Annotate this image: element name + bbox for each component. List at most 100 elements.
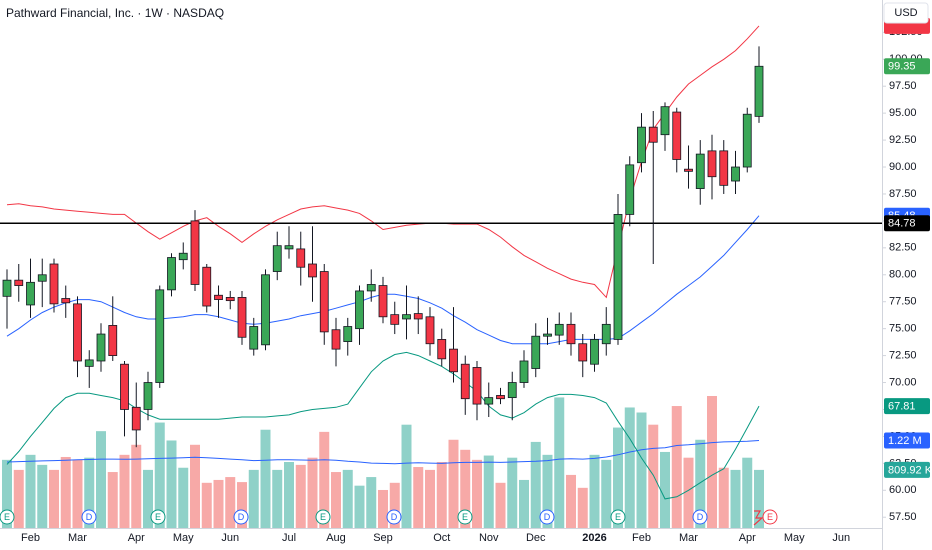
volume-bar (483, 455, 494, 528)
candle-body (425, 316, 435, 345)
currency[interactable]: USD (894, 7, 917, 19)
event-marker[interactable] (386, 509, 402, 525)
volume-bar (460, 449, 471, 528)
candle-body (190, 220, 200, 285)
volume-bar (378, 489, 388, 528)
event-marker[interactable] (610, 509, 626, 525)
event-marker[interactable] (457, 509, 473, 525)
x-tick-label: Nov (479, 532, 499, 544)
candle-body (695, 153, 705, 189)
volume-bar (436, 462, 447, 528)
volume-pane (2, 396, 764, 528)
candle-body (331, 329, 341, 350)
currency-button[interactable] (883, 2, 929, 24)
volume-bar (519, 479, 529, 528)
volume-bar (683, 457, 694, 528)
candle-body (366, 284, 376, 292)
volume-bar (260, 429, 271, 528)
y-tick-label: 90.00 (889, 161, 917, 173)
candle-body (507, 382, 517, 399)
candles (2, 46, 764, 448)
candle-body (73, 303, 82, 362)
volume-bar (272, 469, 283, 528)
price-badge (884, 461, 930, 478)
price-badge-label: 84.78 (888, 218, 916, 230)
event-marker[interactable] (762, 509, 778, 525)
candle-body (413, 313, 423, 320)
x-tick-label: Oct (433, 532, 450, 544)
volume-bar (730, 469, 741, 528)
candle-body (378, 285, 388, 318)
candle-body (355, 290, 364, 330)
volume-bar (718, 467, 729, 528)
split-icon[interactable] (753, 510, 764, 526)
candle-body (49, 263, 59, 305)
candle-body (719, 150, 729, 186)
chart-title: Pathward Financial, Inc. · 1W · NASDAQ (6, 6, 224, 20)
event-label[interactable]: E (615, 512, 621, 522)
candle-body (272, 245, 282, 272)
event-label[interactable]: D (238, 512, 245, 522)
event-label[interactable]: D (391, 512, 398, 522)
candle-body (96, 333, 106, 362)
y-tick-label: 72.50 (889, 349, 917, 361)
volume-bar (495, 482, 506, 528)
candle-body (625, 164, 635, 215)
candle-body (672, 111, 682, 160)
volume-bar (624, 407, 635, 528)
volume-bar (366, 477, 377, 528)
candle-body (390, 314, 400, 325)
y-tick-label: 70.00 (889, 376, 917, 388)
event-label[interactable]: E (4, 512, 10, 522)
event-marker[interactable] (233, 509, 249, 525)
y-tick-label: 95.00 (889, 107, 917, 119)
volume-bar (107, 472, 118, 528)
candle-body (554, 323, 564, 336)
price-badge (884, 432, 930, 449)
candle-body (531, 335, 541, 369)
volume-bar (472, 459, 482, 528)
event-label[interactable]: E (320, 512, 326, 522)
candle-body (684, 168, 693, 172)
event-marker[interactable] (315, 509, 331, 525)
volume-bar (707, 396, 717, 528)
volume-bar (601, 459, 612, 528)
candle-body (131, 406, 141, 431)
event-label[interactable]: D (697, 512, 704, 522)
volume-bar (284, 462, 294, 528)
volume-bar (507, 457, 518, 528)
candle-body (296, 248, 306, 268)
x-tick-label: Dec (526, 532, 546, 544)
event-marker[interactable] (150, 509, 166, 525)
event-marker[interactable] (539, 509, 555, 525)
volume-bar (190, 444, 200, 528)
volume-bar (542, 454, 553, 528)
candle-body (731, 166, 740, 182)
candle-body (613, 214, 623, 340)
event-label[interactable]: E (767, 512, 773, 522)
volume-bar (354, 485, 365, 528)
volume-bar (154, 422, 165, 528)
x-tick-label: Jul (282, 532, 296, 544)
event-label[interactable]: E (155, 512, 161, 522)
candle-body (167, 257, 176, 291)
candle-body (202, 266, 212, 307)
event-label[interactable]: D (544, 512, 551, 522)
event-marker[interactable] (0, 509, 15, 525)
candle-body (601, 323, 611, 345)
x-tick-label: May (173, 532, 194, 544)
event-label[interactable]: E (462, 512, 468, 522)
event-marker[interactable] (81, 509, 97, 525)
event-marker[interactable] (692, 509, 708, 525)
candle-body (590, 339, 599, 365)
event-label[interactable]: D (86, 512, 93, 522)
volume-bar (25, 454, 36, 528)
volume-bar (413, 467, 424, 528)
volume-bar (72, 459, 83, 528)
volume-bar (589, 454, 600, 528)
y-tick-label: 77.50 (889, 296, 917, 308)
volume-ma-line (6, 440, 760, 465)
candle-body (484, 397, 494, 405)
candle-body (143, 382, 153, 410)
candle-body (343, 326, 353, 342)
